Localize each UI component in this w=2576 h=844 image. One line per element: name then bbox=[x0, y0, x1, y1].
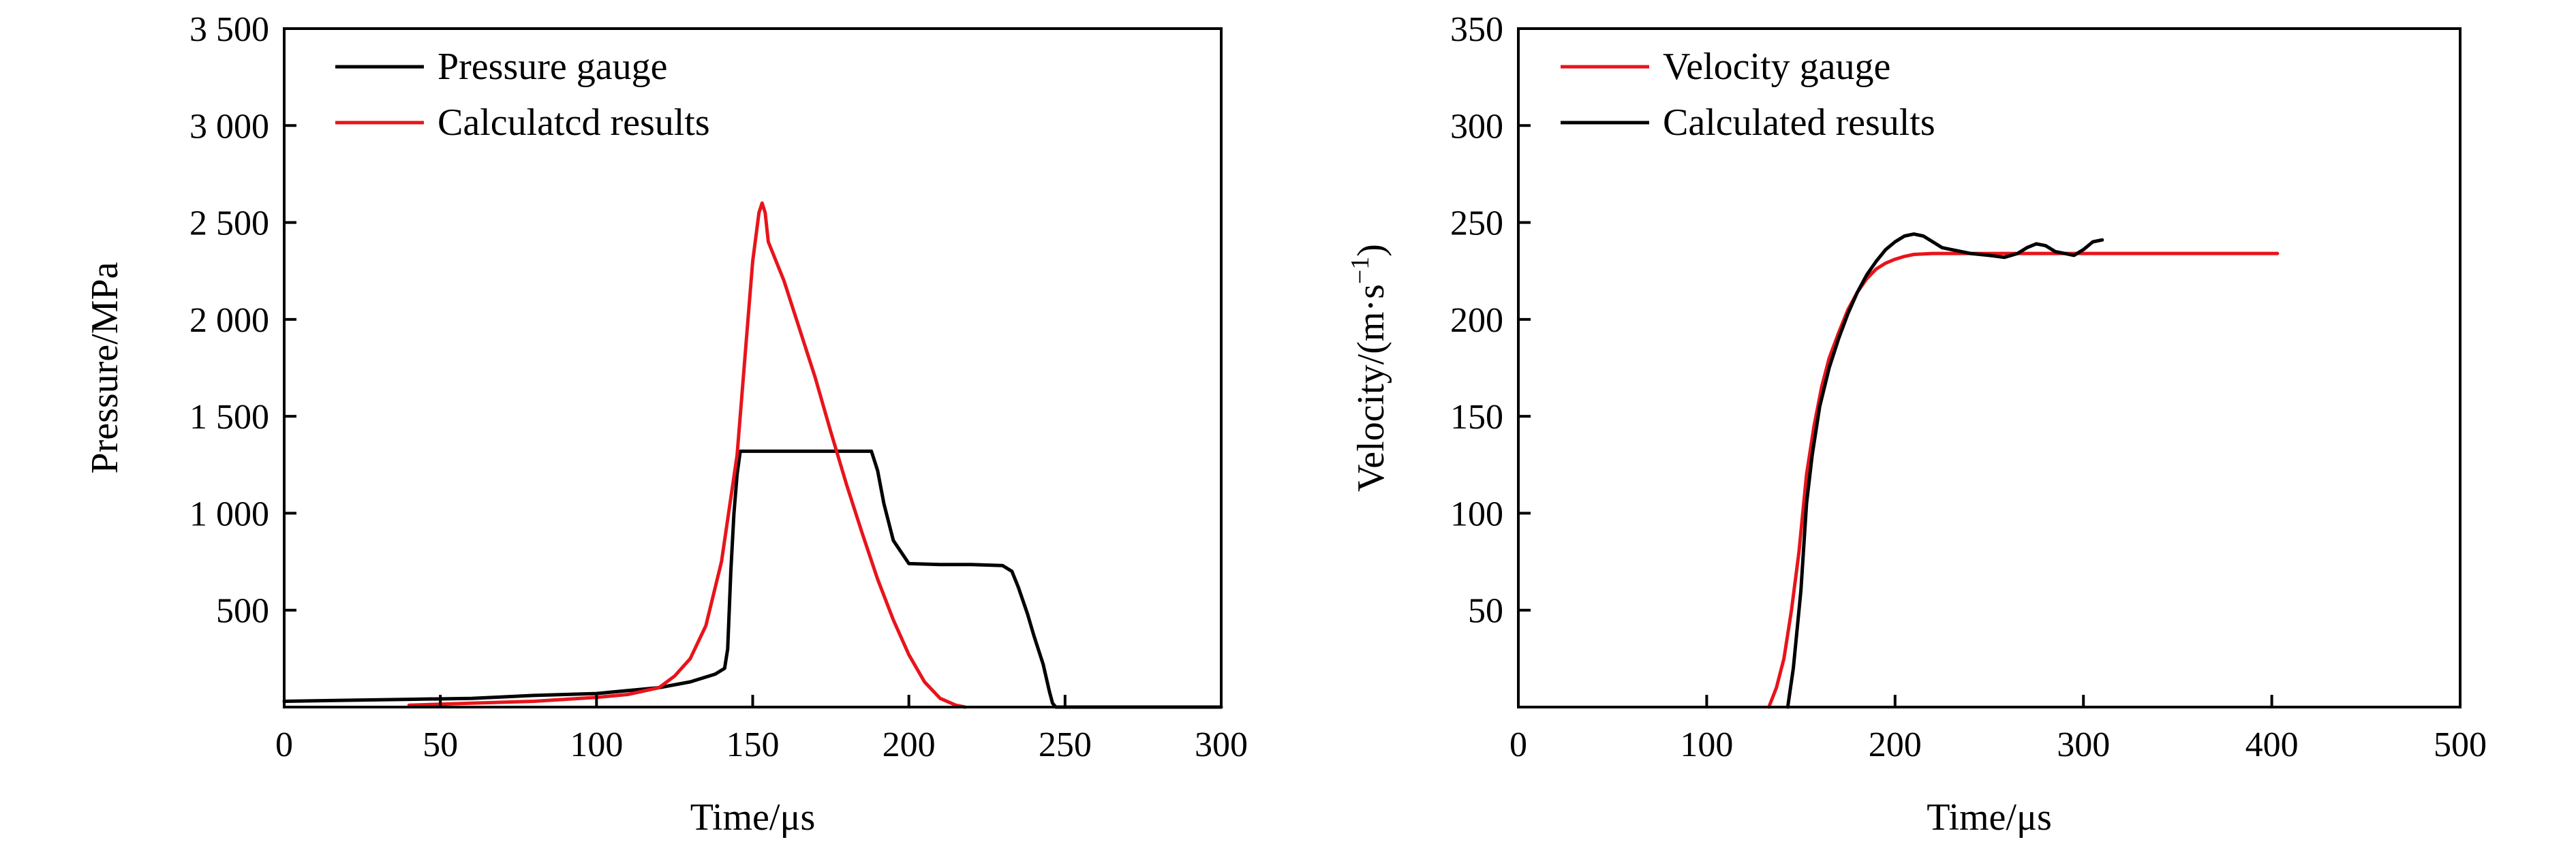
pressure-x-tick-label: 0 bbox=[275, 725, 293, 764]
pressure-y-tick-label: 3 500 bbox=[189, 10, 269, 49]
velocity-chart-y-axis-title: Velocity/(m·s−1) bbox=[1346, 244, 1392, 492]
velocity-chart: 0 100 200 300 400 500 50 100 150 200 250 300 350 Velo… bbox=[1450, 10, 2487, 764]
velocity-y-tick-label: 350 bbox=[1450, 10, 1503, 49]
velocity-y-tick-label: 50 bbox=[1468, 592, 1503, 631]
velocity-x-tick-label: 400 bbox=[2245, 725, 2299, 764]
velocity-x-tick-label: 0 bbox=[1509, 725, 1527, 764]
velocity-y-title-end: ) bbox=[1350, 244, 1392, 257]
velocity-y-tick-label: 100 bbox=[1450, 495, 1503, 533]
velocity-x-tick-label: 200 bbox=[1869, 725, 1922, 764]
pressure-y-tick-label: 2 500 bbox=[189, 204, 269, 243]
pressure-y-tick-label: 1 000 bbox=[189, 495, 269, 533]
velocity-chart-x-axis-title: Time/μs bbox=[1927, 796, 2052, 839]
pressure-x-tick-label: 50 bbox=[423, 725, 458, 764]
velocity-plot-frame bbox=[1517, 27, 2462, 708]
velocity-y-tick-label: 150 bbox=[1450, 398, 1503, 437]
pressure-legend-label-0: Pressure gauge bbox=[438, 46, 667, 88]
pressure-legend-label-1: Calculatcd results bbox=[438, 101, 710, 144]
pressure-chart-x-axis-title: Time/μs bbox=[690, 796, 816, 839]
pressure-series-line-0 bbox=[282, 449, 1223, 709]
pressure-x-tick-label: 150 bbox=[726, 725, 780, 764]
pressure-chart: 0 50 100 150 200 250 300 500 1 000 1 500 2 000 2 50… bbox=[189, 10, 1248, 764]
pressure-y-tick-label: 3 000 bbox=[189, 107, 269, 146]
pressure-x-tick-label: 200 bbox=[883, 725, 936, 764]
velocity-y-tick-label: 200 bbox=[1450, 301, 1503, 340]
pressure-y-tick-label: 500 bbox=[216, 592, 269, 631]
pressure-y-tick-label: 1 500 bbox=[189, 398, 269, 437]
pressure-y-tick-label: 2 000 bbox=[189, 301, 269, 340]
pressure-x-tick-label: 300 bbox=[1195, 725, 1248, 764]
velocity-legend-label-1: Calculated results bbox=[1663, 101, 1935, 144]
pressure-plot-frame bbox=[283, 27, 1223, 708]
velocity-y-tick-label: 250 bbox=[1450, 204, 1503, 243]
pressure-x-tick-label: 100 bbox=[570, 725, 623, 764]
velocity-series-line-1 bbox=[1785, 232, 2104, 709]
velocity-x-tick-label: 100 bbox=[1680, 725, 1733, 764]
pressure-x-tick-label: 250 bbox=[1039, 725, 1092, 764]
velocity-x-tick-label: 500 bbox=[2434, 725, 2487, 764]
velocity-x-tick-label: 300 bbox=[2057, 725, 2110, 764]
pressure-series-line-1 bbox=[407, 201, 967, 709]
velocity-y-title-main: Velocity/(m·s bbox=[1350, 284, 1392, 492]
velocity-legend-label-0: Velocity gauge bbox=[1663, 46, 1890, 88]
pressure-chart-y-axis-title: Pressure/MPa bbox=[84, 262, 126, 473]
velocity-y-tick-label: 300 bbox=[1450, 107, 1503, 146]
velocity-y-title-sup: −1 bbox=[1346, 257, 1375, 284]
